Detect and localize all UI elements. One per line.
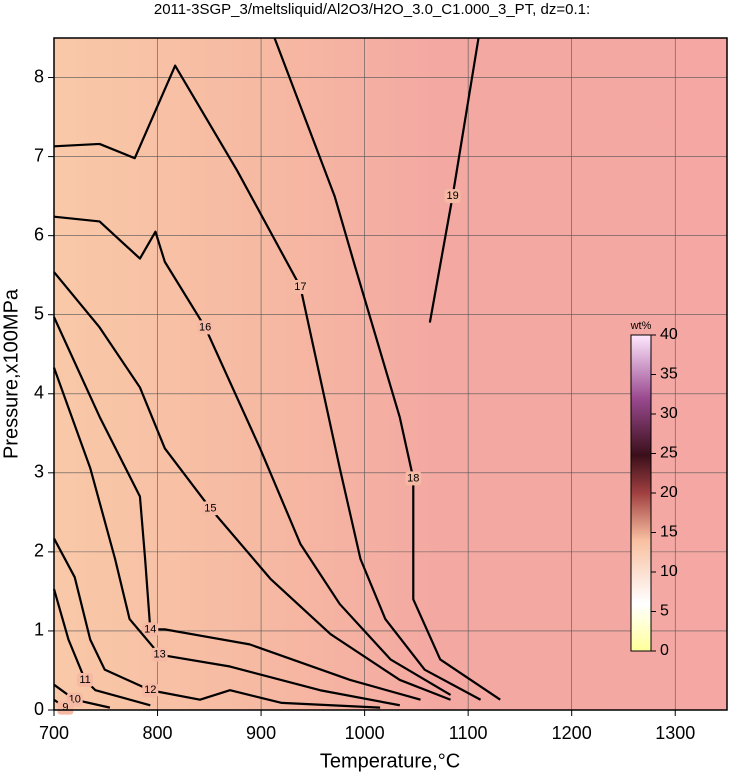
y-tick-label: 8 <box>34 66 44 86</box>
colorbar-tick-label: 35 <box>660 366 678 383</box>
colorbar-tick-label: 15 <box>660 524 678 541</box>
chart-title: 2011-3SGP_3/meltsliquid/Al2O3/H2O_3.0_C1… <box>154 1 590 18</box>
colorbar <box>630 334 652 652</box>
x-tick-label: 900 <box>246 723 276 743</box>
y-tick-label: 3 <box>34 462 44 482</box>
contour-label-bg <box>57 700 74 715</box>
contour-label: 12 <box>144 684 156 696</box>
x-tick-label: 1000 <box>345 723 385 743</box>
colorbar-tick-label: 40 <box>660 326 678 343</box>
contour-label: 15 <box>204 502 216 514</box>
y-tick-label: 0 <box>34 699 44 719</box>
contour-label-bg <box>405 471 422 486</box>
contour-label: 13 <box>153 649 165 661</box>
contour-label-bg <box>142 622 159 637</box>
colorbar-tick-label: 20 <box>660 484 678 501</box>
contour-label: 9 <box>62 702 68 714</box>
x-tick-label: 1300 <box>655 723 695 743</box>
x-tick-label: 700 <box>39 723 69 743</box>
contour-label-bg <box>202 501 219 516</box>
colorbar-tick-label: 25 <box>660 445 678 462</box>
contour-label: 14 <box>144 623 156 635</box>
x-tick-label: 800 <box>143 723 173 743</box>
x-tick-label: 1100 <box>449 723 488 743</box>
contour-label-bg <box>292 280 309 295</box>
contour-label-bg <box>197 320 214 335</box>
colorbar-tick-label: 30 <box>660 405 678 422</box>
y-tick-label: 6 <box>34 224 44 244</box>
contour-label-bg <box>151 647 168 662</box>
contour-label: 11 <box>79 674 90 686</box>
y-tick-label: 1 <box>34 620 44 640</box>
colorbar-label: wt% <box>630 320 652 332</box>
colorbar-tick-label: 0 <box>660 642 669 659</box>
y-axis-label: Pressure,x100MPa <box>0 288 22 459</box>
contour-label-bg <box>444 189 461 204</box>
contour-label-bg <box>142 683 159 698</box>
y-tick-label: 2 <box>34 541 44 561</box>
y-tick-label: 7 <box>34 145 44 165</box>
plot-frame <box>53 37 728 711</box>
colorbar-tick-label: 10 <box>660 563 678 580</box>
contour-label-bg <box>77 672 94 687</box>
contour-label: 17 <box>294 281 306 293</box>
contour-label: 18 <box>407 472 419 484</box>
y-tick-label: 5 <box>34 303 44 323</box>
contour-label: 16 <box>199 321 211 333</box>
contour-line <box>52 367 401 707</box>
contour-label: 19 <box>446 190 458 202</box>
contour-line <box>273 37 501 701</box>
x-axis-label: Temperature,°C <box>320 750 460 772</box>
y-tick-label: 4 <box>34 383 44 403</box>
x-tick-label: 1200 <box>552 723 592 743</box>
plot-background <box>54 38 727 710</box>
colorbar-tick-label: 5 <box>660 603 669 620</box>
grid <box>53 38 727 711</box>
